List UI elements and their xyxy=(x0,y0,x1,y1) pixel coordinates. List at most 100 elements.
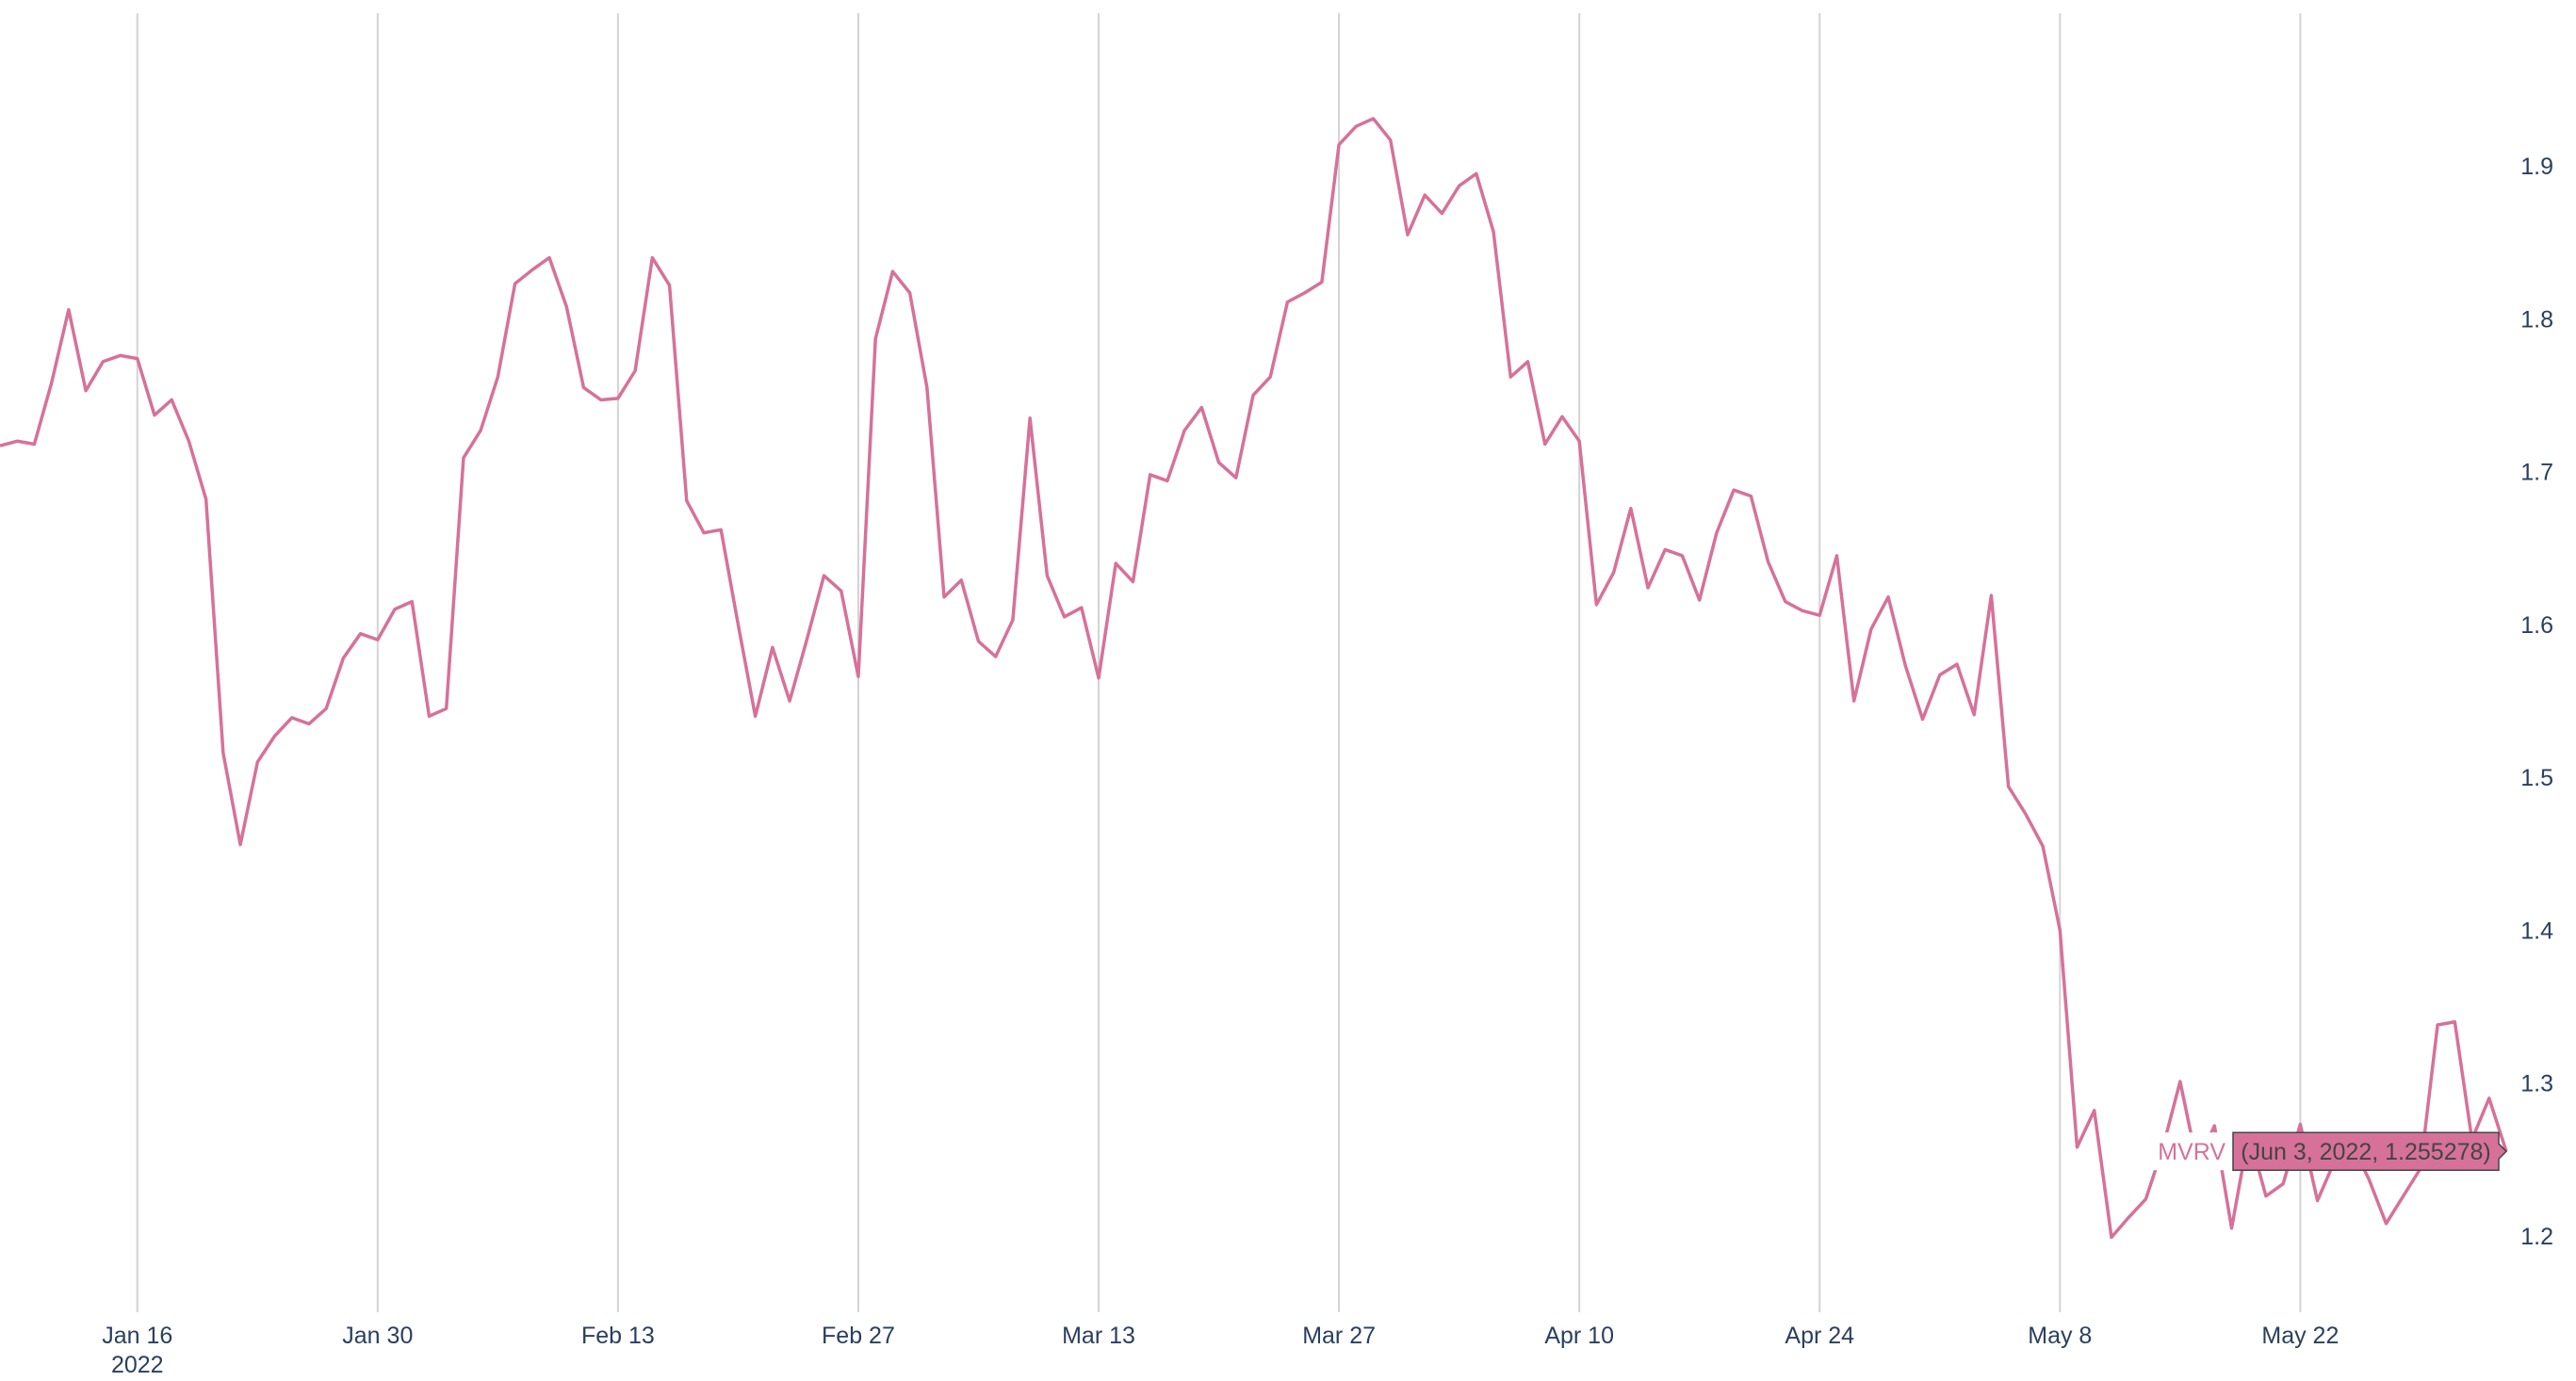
data-point[interactable] xyxy=(1851,698,1857,704)
data-point[interactable] xyxy=(2211,1123,2217,1129)
data-point[interactable] xyxy=(1062,614,1068,620)
data-point[interactable] xyxy=(1096,675,1101,681)
data-point[interactable] xyxy=(409,599,415,605)
data-point[interactable] xyxy=(993,654,999,659)
data-point[interactable] xyxy=(2315,1198,2321,1204)
data-point[interactable] xyxy=(2075,1145,2080,1150)
data-point[interactable] xyxy=(1336,142,1342,148)
data-point[interactable] xyxy=(1302,290,1308,296)
data-point[interactable] xyxy=(1834,553,1839,559)
data-point[interactable] xyxy=(2092,1108,2097,1113)
data-point[interactable] xyxy=(718,527,724,532)
data-point[interactable] xyxy=(323,706,329,711)
data-point[interactable] xyxy=(563,303,569,309)
data-point[interactable] xyxy=(856,674,861,679)
data-point[interactable] xyxy=(924,384,930,390)
data-point[interactable] xyxy=(684,498,690,504)
data-point[interactable] xyxy=(530,268,535,273)
data-point[interactable] xyxy=(478,428,483,433)
data-point[interactable] xyxy=(1474,171,1479,176)
data-point[interactable] xyxy=(649,255,655,261)
data-point[interactable] xyxy=(1319,280,1325,285)
data-point[interactable] xyxy=(822,573,827,578)
data-point[interactable] xyxy=(787,698,792,704)
data-point[interactable] xyxy=(1284,300,1290,305)
data-point[interactable] xyxy=(1044,573,1050,578)
data-point[interactable] xyxy=(2452,1019,2457,1025)
data-point[interactable] xyxy=(1783,599,1788,605)
data-point[interactable] xyxy=(1130,579,1135,585)
data-point[interactable] xyxy=(839,588,844,593)
data-point[interactable] xyxy=(1645,585,1651,591)
data-point[interactable] xyxy=(580,384,586,390)
data-point[interactable] xyxy=(1491,229,1496,235)
data-point[interactable] xyxy=(1405,232,1410,237)
data-point[interactable] xyxy=(1885,594,1891,600)
data-point[interactable] xyxy=(306,721,312,726)
data-point[interactable] xyxy=(135,356,140,362)
data-point[interactable] xyxy=(66,307,72,313)
data-point[interactable] xyxy=(1439,211,1444,217)
data-point[interactable] xyxy=(83,388,89,394)
data-point[interactable] xyxy=(770,644,775,650)
data-point[interactable] xyxy=(495,374,500,380)
data-point[interactable] xyxy=(1611,570,1617,576)
data-point[interactable] xyxy=(615,396,621,401)
data-point[interactable] xyxy=(1422,192,1427,198)
data-point[interactable] xyxy=(1817,612,1822,618)
data-point[interactable] xyxy=(1388,138,1394,143)
data-point[interactable] xyxy=(461,455,466,461)
data-point[interactable] xyxy=(941,594,947,600)
data-point[interactable] xyxy=(2263,1194,2269,1199)
data-point[interactable] xyxy=(513,281,518,286)
data-point[interactable] xyxy=(1766,559,1771,564)
data-point[interactable] xyxy=(426,713,432,719)
data-point[interactable] xyxy=(2401,1194,2406,1199)
data-point[interactable] xyxy=(31,442,37,447)
data-point[interactable] xyxy=(2486,1096,2492,1101)
data-point[interactable] xyxy=(169,397,174,402)
data-point[interactable] xyxy=(220,750,226,755)
data-point[interactable] xyxy=(2109,1235,2114,1241)
data-point[interactable] xyxy=(701,530,707,536)
data-point[interactable] xyxy=(100,359,106,365)
data-point[interactable] xyxy=(1010,617,1016,623)
data-point[interactable] xyxy=(1216,460,1222,465)
data-point[interactable] xyxy=(1267,374,1273,380)
data-point[interactable] xyxy=(958,577,964,583)
data-point[interactable] xyxy=(632,368,638,374)
data-point[interactable] xyxy=(1165,478,1170,483)
data-point[interactable] xyxy=(1800,608,1805,613)
data-point[interactable] xyxy=(1198,405,1204,411)
data-point[interactable] xyxy=(2297,1121,2303,1127)
data-point[interactable] xyxy=(546,255,552,261)
data-point[interactable] xyxy=(907,290,913,296)
data-point[interactable] xyxy=(804,637,809,642)
data-point[interactable] xyxy=(2006,784,2012,789)
data-point[interactable] xyxy=(1508,374,1513,380)
data-point[interactable] xyxy=(1662,546,1668,552)
data-point[interactable] xyxy=(186,438,191,444)
data-point[interactable] xyxy=(14,438,20,444)
data-point[interactable] xyxy=(1457,183,1462,188)
data-point[interactable] xyxy=(598,397,604,402)
data-point[interactable] xyxy=(1525,359,1531,365)
data-point[interactable] xyxy=(1542,442,1548,447)
data-point[interactable] xyxy=(289,715,295,721)
data-point[interactable] xyxy=(1988,593,1994,598)
data-point[interactable] xyxy=(2057,927,2062,933)
data-point[interactable] xyxy=(1027,415,1033,421)
data-point[interactable] xyxy=(1371,116,1377,122)
data-point[interactable] xyxy=(1182,428,1187,433)
data-point[interactable] xyxy=(358,631,364,637)
data-point[interactable] xyxy=(1971,712,1977,718)
data-point[interactable] xyxy=(272,733,278,739)
data-point[interactable] xyxy=(444,706,449,711)
data-point[interactable] xyxy=(889,268,895,274)
data-point[interactable] xyxy=(1628,506,1634,512)
data-point[interactable] xyxy=(667,283,673,288)
data-point[interactable] xyxy=(1679,553,1685,559)
data-point[interactable] xyxy=(2228,1226,2234,1231)
data-point[interactable] xyxy=(2383,1221,2389,1227)
data-point[interactable] xyxy=(1748,494,1753,499)
